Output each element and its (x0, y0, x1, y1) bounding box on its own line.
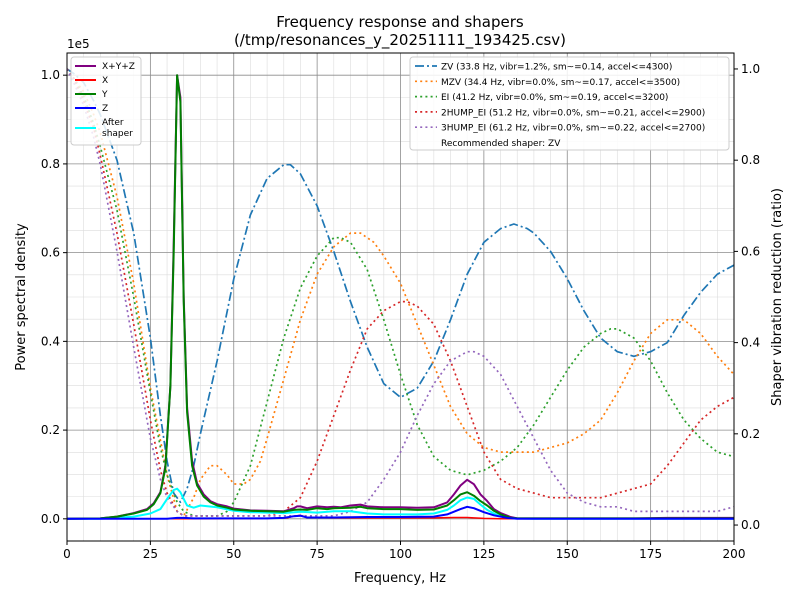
shaper-legend-box (409, 56, 730, 151)
y2-tick-label: 0.0 (741, 518, 760, 532)
y-axis-ticks: 0.0 0.2 0.4 0.6 0.8 1.0 (41, 68, 67, 526)
shaper-line-ei (67, 68, 734, 517)
psd-line-y (67, 74, 734, 520)
legend-label-zv: ZV (33.8 Hz, vibr=1.2%, sm~=0.14, accel<… (441, 63, 672, 73)
shaper-curves (67, 68, 734, 517)
psd-curves (67, 74, 734, 520)
chart-subtitle: (/tmp/resonances_y_20251111_193425.csv) (234, 31, 566, 50)
y2-tick-label: 0.2 (741, 427, 760, 441)
x-tick-label: 75 (309, 547, 324, 561)
shaper-line-3hump-ei (67, 68, 734, 517)
chart-title: Frequency response and shapers (276, 13, 524, 31)
legend-label-y: Y (101, 90, 108, 100)
legend-label-after-shaper: After shaper (102, 118, 133, 139)
x-tick-label: 200 (723, 547, 746, 561)
x-axis-label: Frequency, Hz (354, 571, 446, 586)
y-multiplier-label: 1e5 (67, 37, 90, 51)
legend-label-z: Z (102, 104, 108, 114)
legend-label-x-y-z: X+Y+Z (102, 62, 135, 72)
x-tick-label: 0 (63, 547, 71, 561)
x-tick-label: 25 (143, 547, 158, 561)
y-tick-label: 1.0 (41, 68, 60, 82)
y-axis-label: Power spectral density (14, 223, 29, 371)
x-axis-ticks: 0 25 50 75 100 125 150 175 200 (63, 541, 745, 561)
shaper-line-zv (67, 68, 734, 504)
psd-legend: X+Y+Z XYZ After shaper (70, 56, 142, 146)
recommended-shaper-note: Recommended shaper: ZV (441, 139, 561, 149)
y-tick-label: 0.8 (41, 157, 60, 171)
shaper-legend: ZV (33.8 Hz, vibr=1.2%, sm~=0.14, accel<… (409, 56, 730, 151)
x-tick-label: 150 (556, 547, 579, 561)
x-tick-label: 125 (472, 547, 495, 561)
psd-line-z (67, 505, 734, 520)
legend-label-mzv: MZV (34.4 Hz, vibr=0.0%, sm~=0.17, accel… (441, 78, 680, 88)
y-tick-label: 0.2 (41, 423, 60, 437)
y2-tick-label: 0.4 (741, 336, 760, 350)
y-tick-label: 0.4 (41, 334, 60, 348)
y2-tick-label: 0.8 (741, 153, 760, 167)
y2-axis-label: Shaper vibration reduction (ratio) (770, 188, 785, 406)
legend-label-3hump-ei: 3HUMP_EI (61.2 Hz, vibr=0.0%, sm~=0.22, … (441, 124, 705, 134)
psd-line-after-shaper (67, 487, 734, 520)
shaper-line-mzv (67, 68, 734, 517)
y2-tick-label: 1.0 (741, 62, 760, 76)
x-tick-label: 100 (389, 547, 412, 561)
x-tick-label: 50 (226, 547, 241, 561)
y-tick-label: 0.0 (41, 512, 60, 526)
y2-tick-label: 0.6 (741, 244, 760, 258)
x-tick-label: 175 (639, 547, 662, 561)
y-tick-label: 0.6 (41, 246, 60, 260)
legend-label-ei: EI (41.2 Hz, vibr=0.0%, sm~=0.19, accel<… (441, 93, 668, 103)
legend-label-2hump-ei: 2HUMP_EI (51.2 Hz, vibr=0.0%, sm~=0.21, … (441, 108, 705, 118)
y2-axis-ticks: 0.0 0.2 0.4 0.6 0.8 1.0 (734, 62, 760, 532)
legend-label-x: X (102, 76, 108, 86)
